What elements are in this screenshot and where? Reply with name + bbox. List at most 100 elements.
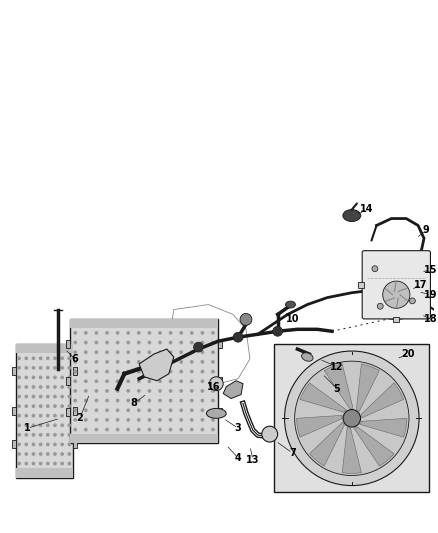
Circle shape	[170, 332, 172, 334]
Circle shape	[32, 376, 35, 378]
Circle shape	[212, 399, 214, 402]
Circle shape	[383, 281, 410, 308]
Circle shape	[68, 386, 71, 388]
Circle shape	[138, 409, 140, 411]
Circle shape	[180, 332, 182, 334]
Circle shape	[343, 409, 360, 427]
Circle shape	[117, 429, 119, 431]
Circle shape	[106, 351, 108, 353]
Circle shape	[212, 419, 214, 421]
Polygon shape	[297, 415, 342, 437]
Circle shape	[68, 462, 71, 465]
Circle shape	[25, 443, 28, 446]
Circle shape	[74, 341, 76, 344]
Bar	[218, 340, 222, 348]
Circle shape	[18, 443, 20, 446]
Circle shape	[285, 351, 419, 486]
Circle shape	[159, 341, 161, 344]
Circle shape	[106, 390, 108, 392]
Text: 7: 7	[289, 448, 296, 458]
Circle shape	[191, 351, 193, 353]
Circle shape	[74, 429, 76, 431]
Circle shape	[191, 332, 193, 334]
Circle shape	[39, 462, 42, 465]
Circle shape	[46, 367, 49, 369]
Bar	[73, 407, 77, 415]
Circle shape	[138, 419, 140, 421]
Circle shape	[170, 399, 172, 402]
Circle shape	[54, 453, 56, 455]
Circle shape	[106, 332, 108, 334]
Circle shape	[148, 380, 151, 382]
Circle shape	[212, 341, 214, 344]
Circle shape	[159, 409, 161, 411]
Circle shape	[262, 426, 278, 442]
Circle shape	[138, 399, 140, 402]
Circle shape	[127, 380, 129, 382]
Circle shape	[180, 399, 182, 402]
Circle shape	[233, 332, 243, 342]
Circle shape	[191, 419, 193, 421]
Circle shape	[148, 341, 151, 344]
Circle shape	[18, 357, 20, 359]
Circle shape	[32, 434, 35, 436]
Bar	[15, 344, 73, 353]
Text: 5: 5	[334, 384, 340, 394]
Circle shape	[201, 332, 204, 334]
Ellipse shape	[301, 353, 313, 361]
Circle shape	[212, 332, 214, 334]
Bar	[218, 377, 222, 385]
Circle shape	[54, 424, 56, 426]
Circle shape	[372, 266, 378, 272]
Circle shape	[39, 395, 42, 398]
Circle shape	[212, 361, 214, 363]
Circle shape	[148, 399, 151, 402]
Circle shape	[32, 405, 35, 407]
Text: 16: 16	[207, 382, 220, 392]
Circle shape	[170, 409, 172, 411]
Circle shape	[117, 390, 119, 392]
Circle shape	[46, 424, 49, 426]
Circle shape	[85, 419, 87, 421]
Circle shape	[138, 332, 140, 334]
Circle shape	[201, 361, 204, 363]
Circle shape	[117, 380, 119, 382]
Text: 12: 12	[330, 362, 344, 372]
Circle shape	[127, 370, 129, 373]
Circle shape	[117, 341, 119, 344]
Text: 9: 9	[423, 225, 429, 236]
Circle shape	[212, 351, 214, 353]
Circle shape	[159, 390, 161, 392]
Circle shape	[25, 367, 28, 369]
Circle shape	[68, 395, 71, 398]
Circle shape	[74, 351, 76, 353]
Circle shape	[148, 361, 151, 363]
Text: 2: 2	[77, 413, 83, 423]
Text: 20: 20	[402, 349, 415, 359]
Circle shape	[85, 332, 87, 334]
Bar	[15, 469, 73, 478]
Circle shape	[148, 332, 151, 334]
Circle shape	[159, 351, 161, 353]
Circle shape	[159, 370, 161, 373]
Bar	[66, 408, 70, 416]
Circle shape	[18, 405, 20, 407]
Circle shape	[95, 351, 98, 353]
Circle shape	[61, 443, 64, 446]
Circle shape	[25, 424, 28, 426]
Circle shape	[68, 453, 71, 455]
Polygon shape	[360, 418, 407, 437]
Circle shape	[148, 429, 151, 431]
Circle shape	[39, 453, 42, 455]
Text: 19: 19	[424, 290, 438, 300]
Circle shape	[138, 390, 140, 392]
Circle shape	[39, 424, 42, 426]
Circle shape	[54, 367, 56, 369]
Bar	[66, 340, 70, 348]
Polygon shape	[310, 422, 344, 466]
Text: 4: 4	[235, 453, 241, 463]
Circle shape	[180, 409, 182, 411]
Circle shape	[159, 429, 161, 431]
Circle shape	[32, 462, 35, 465]
Circle shape	[377, 303, 383, 309]
